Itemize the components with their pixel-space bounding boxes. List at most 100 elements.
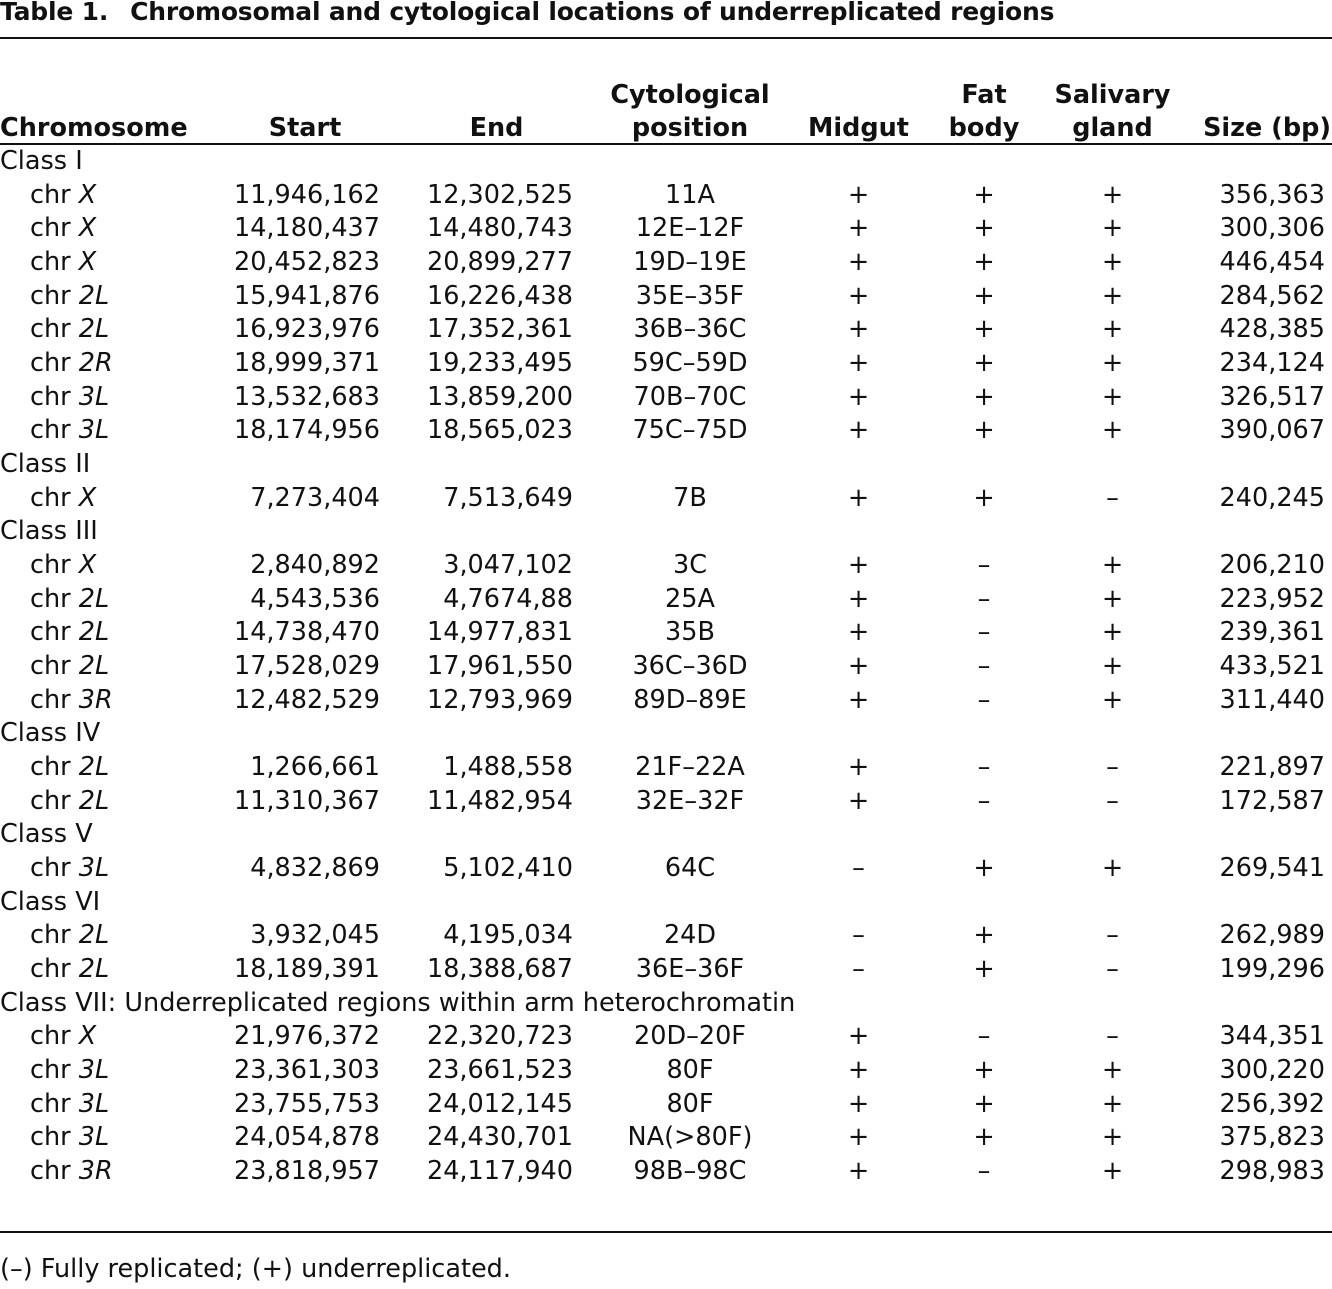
- header-cytological-position: Cytological position: [578, 58, 802, 145]
- cell-midgut: +: [847, 684, 870, 715]
- cell-cytological-position: 32E–32F: [635, 785, 745, 816]
- cell-chromosome: chr 2L: [0, 650, 210, 684]
- cell-midgut: –: [852, 920, 865, 951]
- table-row: chr 2L 4,543,536 4,7674,88 25A + – +223,952: [0, 583, 1332, 617]
- cell-size: 262,989: [1219, 920, 1325, 951]
- class-label: Class V: [0, 819, 93, 850]
- cell-size: 375,823: [1219, 1122, 1325, 1153]
- chr-prefix: chr: [30, 482, 71, 513]
- class-label: Class III: [0, 516, 98, 547]
- cell-salivary-gland: +: [1101, 617, 1124, 648]
- table-row: chr 3L 23,361,303 23,661,523 80F + + +300,220: [0, 1054, 1332, 1088]
- table-row: chr 2L 1,266,661 1,488,558 21F–22A + – – 221,89…: [0, 751, 1332, 785]
- table-row: chr 2L 16,923,976 17,352,361 36B–36C + + +428,…: [0, 313, 1332, 347]
- cell-chromosome: chr 2L: [0, 953, 210, 987]
- cell-cytological-position: 80F: [666, 1088, 714, 1119]
- cell-size: 172,587: [1219, 785, 1325, 816]
- class-label: Class VII: Underreplicated regions withi…: [0, 987, 796, 1018]
- cell-end: 16,226,438: [426, 280, 573, 311]
- cell-fat-body: +: [973, 415, 995, 446]
- table-caption: Chromosomal and cytological locations of…: [130, 0, 1055, 26]
- cell-midgut: +: [847, 415, 870, 446]
- table-row: chr X 21,976,372 22,320,723 20D–20F + – – 344,3…: [0, 1020, 1332, 1054]
- cell-start: 18,189,391: [233, 954, 380, 985]
- cell-salivary-gland: +: [1101, 651, 1124, 682]
- cell-cytological-position: 59C–59D: [632, 348, 748, 379]
- cell-midgut: +: [847, 1088, 870, 1119]
- cell-start: 23,818,957: [233, 1156, 380, 1187]
- cell-salivary-gland: +: [1101, 1156, 1124, 1187]
- cell-midgut: +: [847, 550, 870, 581]
- header-line: Salivary: [1054, 80, 1171, 110]
- table-row: chr 3R 23,818,957 24,117,940 98B–98C + – +298,…: [0, 1155, 1332, 1189]
- table-row: chr X 14,180,437 14,480,743 12E–12F + + +300,3…: [0, 212, 1332, 246]
- cell-start: 15,941,876: [233, 280, 380, 311]
- cell-size: 269,541: [1219, 853, 1325, 884]
- table-row: chr 3R 12,482,529 12,793,969 89D–89E + – +311,…: [0, 684, 1332, 718]
- chr-arm: 3L: [78, 381, 110, 412]
- cell-fat-body: +: [973, 1088, 995, 1119]
- chr-prefix: chr: [30, 954, 71, 985]
- cell-start: 11,310,367: [233, 785, 380, 816]
- class-label: Class II: [0, 449, 91, 480]
- cell-cytological-position: 70B–70C: [633, 381, 747, 412]
- cell-start: 17,528,029: [233, 651, 380, 682]
- cell-chromosome: chr 3L: [0, 381, 210, 415]
- table-row: chr 3L 4,832,869 5,102,410 64C – + +269,541: [0, 852, 1332, 886]
- class-row: Class VII: Underreplicated regions withi…: [0, 987, 1332, 1021]
- cell-fat-body: –: [977, 684, 991, 715]
- cell-cytological-position: 36C–36D: [632, 651, 748, 682]
- cell-size: 284,562: [1219, 280, 1325, 311]
- cell-end: 5,102,410: [443, 853, 573, 884]
- cell-size: 300,220: [1219, 1055, 1325, 1086]
- cell-size: 428,385: [1219, 314, 1325, 345]
- cell-fat-body: +: [973, 1055, 995, 1086]
- cell-fat-body: –: [977, 785, 991, 816]
- cell-start: 18,174,956: [233, 415, 380, 446]
- table-title: Table 1. Chromosomal and cytological loca…: [0, 0, 1054, 26]
- chr-prefix: chr: [30, 1122, 71, 1153]
- data-table: Chromosome Start End Cytological position…: [0, 58, 1332, 1189]
- class-label: Class IV: [0, 718, 101, 749]
- cell-chromosome: chr 3L: [0, 414, 210, 448]
- cell-cytological-position: 64C: [664, 853, 716, 884]
- cell-fat-body: –: [977, 550, 991, 581]
- cell-fat-body: +: [973, 1122, 995, 1153]
- header-line: gland: [1072, 113, 1153, 143]
- header-line: Fat: [961, 80, 1007, 110]
- cell-start: 23,361,303: [233, 1055, 380, 1086]
- cell-size: 300,306: [1219, 213, 1325, 244]
- header-line: Cytological: [610, 80, 770, 110]
- cell-size: 234,124: [1219, 348, 1325, 379]
- cell-end: 24,430,701: [426, 1122, 573, 1153]
- cell-fat-body: +: [973, 280, 995, 311]
- cell-salivary-gland: +: [1101, 415, 1124, 446]
- cell-size: 239,361: [1219, 617, 1325, 648]
- chr-prefix: chr: [30, 213, 71, 244]
- cell-midgut: +: [847, 381, 870, 412]
- cell-cytological-position: 3C: [672, 550, 708, 581]
- cell-cytological-position: 19D–19E: [633, 247, 747, 278]
- bottom-rule: [0, 1231, 1332, 1233]
- cell-chromosome: chr 2L: [0, 280, 210, 314]
- cell-cytological-position: 24D: [663, 920, 717, 951]
- cell-salivary-gland: +: [1101, 179, 1124, 210]
- cell-size: 298,983: [1219, 1156, 1325, 1187]
- class-label: Class VI: [0, 886, 101, 917]
- cell-start: 24,054,878: [233, 1122, 380, 1153]
- cell-size: 433,521: [1219, 651, 1325, 682]
- cell-midgut: +: [847, 314, 870, 345]
- cell-start: 4,543,536: [250, 583, 380, 614]
- cell-midgut: +: [847, 1122, 870, 1153]
- cell-fat-body: +: [973, 920, 995, 951]
- cell-midgut: +: [847, 651, 870, 682]
- cell-fat-body: +: [973, 954, 995, 985]
- chr-prefix: chr: [30, 785, 71, 816]
- cell-end: 4,195,034: [443, 920, 573, 951]
- cell-start: 16,923,976: [233, 314, 380, 345]
- cell-chromosome: chr X: [0, 1020, 210, 1054]
- cell-salivary-gland: +: [1101, 280, 1124, 311]
- chr-prefix: chr: [30, 1156, 71, 1187]
- chr-prefix: chr: [30, 247, 71, 278]
- cell-midgut: +: [847, 583, 870, 614]
